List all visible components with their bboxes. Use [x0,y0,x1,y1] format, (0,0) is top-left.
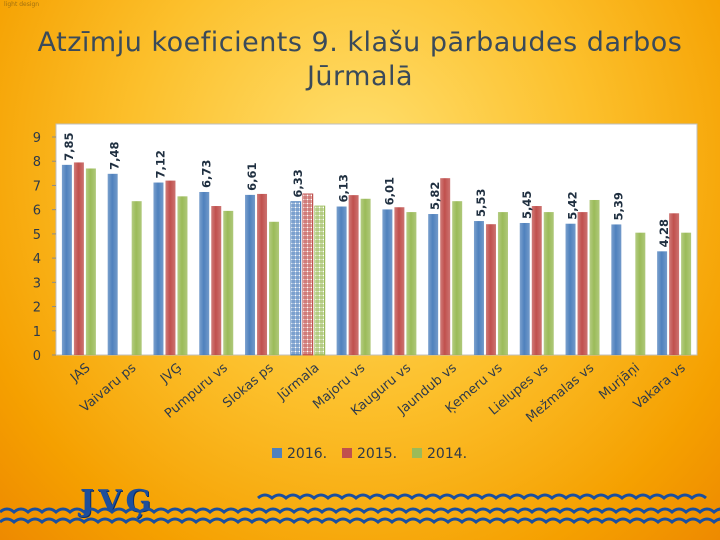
bar-2016-8 [428,214,439,355]
bar-2015-6 [348,195,359,355]
legend-swatch [342,448,352,458]
bar-2014-2 [177,196,188,355]
bar-2016-9 [473,221,484,355]
data-label: 6,13 [337,174,351,202]
wave-line [257,493,707,500]
data-label: 6,61 [245,163,259,191]
bar-2014-10 [543,212,554,355]
bar-2016-7 [382,209,393,355]
bar-2014-7 [406,212,417,355]
bar-2016-12 [611,224,622,355]
bar-2014-4 [269,221,280,355]
bar-2014-6 [360,198,371,355]
y-tick-label: 9 [33,131,41,146]
bar-2014-12 [635,232,646,355]
data-label: 6,73 [199,160,213,188]
page-title: Atzīmju koeficients 9. klašu pārbaudes d… [0,26,720,94]
wave-line [0,507,720,514]
bar-2016-2 [153,182,164,355]
bar-2016-5 [290,201,302,356]
bar-2016-6 [336,206,347,355]
bar-2016-10 [519,222,530,355]
bar-2015-4 [257,193,268,355]
bar-2015-5 [302,193,314,356]
bar-2016-0 [61,164,72,355]
bar-2015-3 [211,206,222,355]
legend-swatch [272,448,282,458]
bar-2016-4 [245,194,256,355]
bar-2016-3 [199,191,210,355]
data-label: 5,53 [474,189,488,217]
bar-2015-10 [531,206,542,355]
corner-text: light design [4,1,40,8]
y-tick-label: 7 [33,179,41,194]
bar-2014-0 [85,168,96,355]
data-label: 7,48 [108,141,122,169]
bar-2014-8 [452,201,463,355]
bar-2015-8 [440,178,451,355]
bar-2015-13 [669,213,680,355]
bar-2015-11 [577,212,588,355]
data-label: 6,33 [291,169,305,197]
data-label: 7,85 [62,132,76,160]
bar-2016-1 [107,173,118,355]
bar-2016-11 [565,223,576,355]
bar-2015-2 [165,180,176,355]
bar-2014-5 [314,205,326,356]
bar-2014-13 [681,232,692,355]
title-line-2: Jūrmalā [306,61,414,92]
y-tick-label: 1 [33,325,41,340]
bar-2016-13 [657,251,668,355]
y-tick-label: 6 [33,204,41,219]
bar-2014-11 [589,199,600,355]
title-line-1: Atzīmju koeficients 9. klašu pārbaudes d… [37,27,683,58]
y-tick-label: 2 [33,301,41,316]
y-tick-label: 8 [33,155,41,170]
bar-2014-1 [131,201,142,355]
bar-2015-0 [73,162,84,355]
bar-2015-7 [394,207,405,355]
data-label: 5,39 [611,192,625,220]
y-tick-label: 5 [33,228,41,243]
legend-label: 2014. [427,446,467,462]
bar-2014-3 [223,210,234,355]
data-label: 7,12 [153,150,167,178]
wave-line [0,517,720,524]
y-tick-label: 3 [33,276,41,291]
data-label: 5,82 [428,182,442,210]
bar-2014-9 [497,212,508,355]
legend-label: 2015. [357,446,397,462]
bar-2015-9 [485,224,496,355]
data-label: 6,01 [382,177,396,205]
data-label: 5,42 [566,191,580,219]
y-tick-label: 4 [33,252,41,267]
legend-label: 2016. [287,446,327,462]
data-label: 4,28 [657,219,671,247]
data-label: 5,45 [520,191,534,219]
y-tick-label: 0 [33,349,41,364]
legend-swatch [412,448,422,458]
